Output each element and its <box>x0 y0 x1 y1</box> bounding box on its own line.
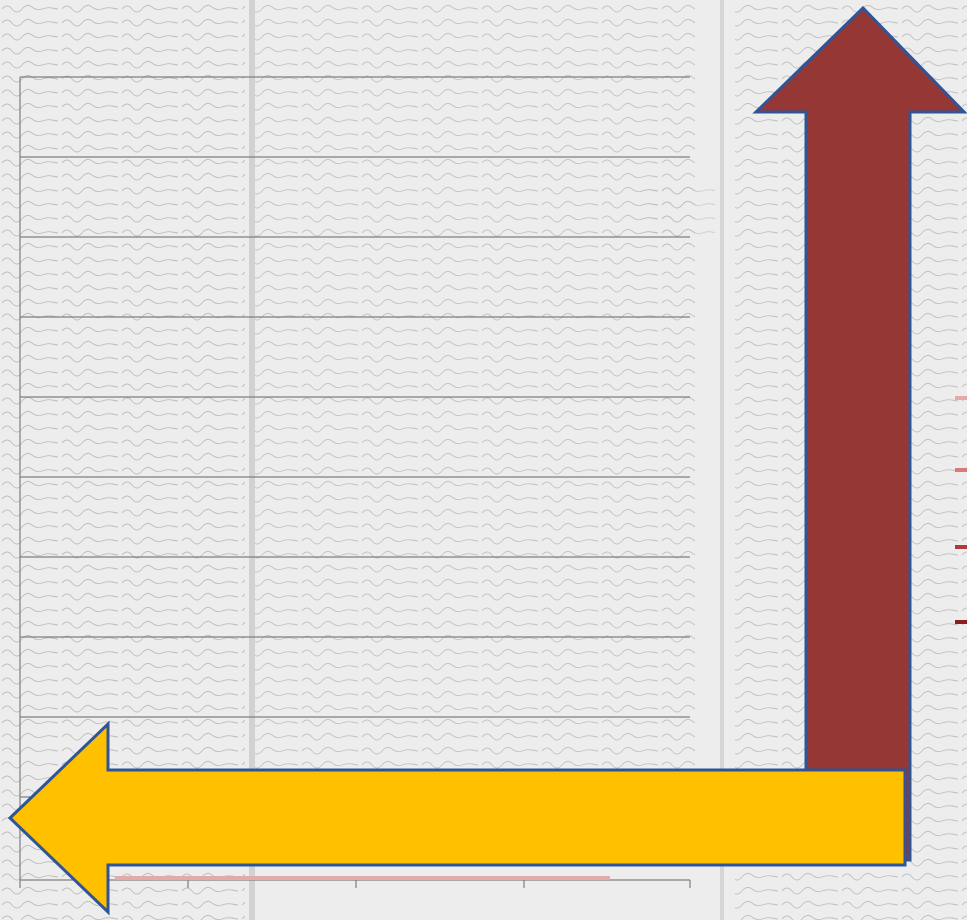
page <box>0 0 967 920</box>
slide <box>0 0 967 920</box>
